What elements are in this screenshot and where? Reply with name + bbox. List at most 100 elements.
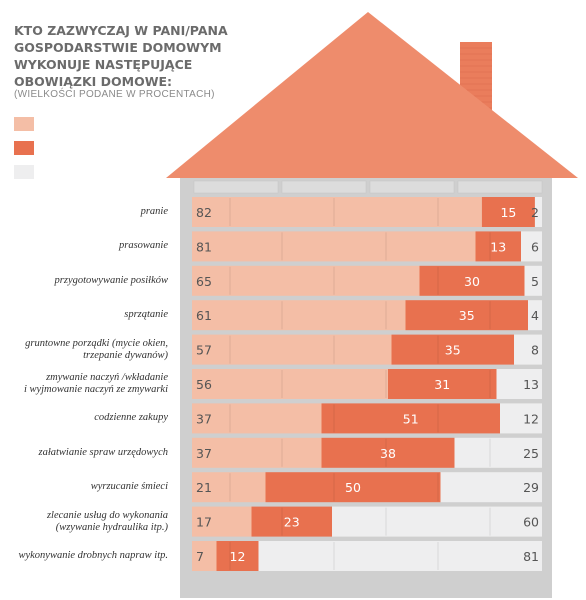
category-label-line: trzepanie dywanów): [83, 349, 168, 361]
category-label-line: zlecanie usług do wykonania: [46, 509, 168, 521]
chart-title: KTO ZAZWYCZAJ W PANI/PANA GOSPODARSTWIE …: [14, 22, 234, 90]
category-label-line: wyrzucanie śmieci: [90, 481, 168, 493]
bar-segment-3: [454, 437, 542, 468]
value-label-3: 25: [523, 446, 539, 461]
bar-segment-2: [251, 506, 332, 537]
category-label-line: sprzątanie: [124, 309, 168, 321]
bar-segment-1: [192, 506, 252, 537]
value-label-2: 31: [434, 377, 450, 392]
title-line: WYKONUJE NASTĘPUJĄCE: [14, 57, 193, 72]
value-label-1: 21: [196, 480, 212, 495]
bar-segment-3: [524, 265, 542, 296]
value-label-1: 17: [196, 515, 212, 530]
bar-segment-3: [521, 231, 542, 262]
value-label-3: 29: [523, 480, 539, 495]
category-label: codzienne zakupy: [0, 412, 168, 424]
value-label-3: 2: [531, 205, 539, 220]
bar-segment-3: [258, 541, 542, 571]
category-label-line: przygotowywanie posiłków: [54, 274, 168, 286]
wall-brick: [281, 180, 367, 194]
wall-brick: [457, 180, 543, 194]
value-label-3: 6: [531, 239, 539, 254]
category-label-line: prasowanie: [118, 240, 168, 252]
bar-segment-1: [192, 300, 406, 331]
category-label: zlecanie usług do wykonania (wzywanie hyd…: [0, 510, 168, 534]
chart-subtitle: (WIELKOŚCI PODANE W PROCENTACH): [14, 89, 215, 100]
bar-segment-3: [332, 506, 542, 537]
bar-segment-3: [514, 334, 542, 365]
value-label-1: 37: [196, 446, 212, 461]
value-label-2: 35: [459, 308, 475, 323]
bar-segment-1: [192, 197, 482, 227]
category-label: przygotowywanie posiłków: [0, 275, 168, 287]
title-line: GOSPODARSTWIE DOMOWYM: [14, 40, 222, 55]
bar-segment-1: [192, 369, 388, 399]
category-label-line: gruntowne porządki (mycie okien,: [25, 337, 168, 349]
category-label-line: i wyjmowanie naczyń ze zmywarki: [23, 384, 168, 395]
bar-segment-2: [216, 541, 259, 571]
category-label: sprzątanie: [0, 309, 168, 321]
bar-segment-1: [192, 334, 392, 365]
value-label-1: 37: [196, 411, 212, 426]
value-label-1: 65: [196, 274, 212, 289]
value-label-2: 30: [464, 274, 480, 289]
bar-segment-2: [475, 231, 521, 262]
value-label-3: 13: [523, 377, 539, 392]
category-label: wyrzucanie śmieci: [0, 481, 168, 493]
bar-segment-1: [192, 541, 217, 571]
wall-brick: [369, 180, 455, 194]
value-label-1: 57: [196, 343, 212, 358]
bar-segment-3: [500, 403, 542, 434]
bar-segment-2: [321, 437, 455, 468]
value-label-3: 12: [523, 411, 539, 426]
value-label-3: 5: [531, 274, 539, 289]
value-label-1: 61: [196, 308, 212, 323]
roof: [166, 12, 578, 178]
value-label-1: 82: [196, 205, 212, 220]
category-label: zmywanie naczyń /wkładanie i wyjmowanie n…: [0, 372, 168, 396]
bar-segment-2: [265, 472, 441, 503]
value-label-2: 12: [230, 549, 246, 564]
value-label-1: 7: [196, 549, 204, 564]
category-label-line: załatwianie spraw urzędowych: [38, 446, 168, 458]
value-label-2: 15: [500, 205, 516, 220]
category-label-line: pranie: [140, 206, 168, 217]
bar-segment-2: [388, 369, 497, 399]
bar-segment-1: [192, 437, 322, 468]
bar-segment-2: [481, 197, 535, 227]
bar-segment-3: [528, 300, 542, 331]
value-label-3: 60: [523, 515, 539, 530]
category-label: pranie: [0, 206, 168, 218]
bar-segment-1: [192, 472, 266, 503]
value-label-3: 4: [531, 308, 539, 323]
bar-segment-1: [192, 403, 322, 434]
bar-segment-3: [496, 369, 542, 399]
category-label-line: zmywanie naczyń /wkładanie: [46, 372, 168, 383]
value-label-2: 35: [445, 343, 461, 358]
value-label-1: 56: [196, 377, 212, 392]
category-label-line: codzienne zakupy: [94, 412, 168, 424]
bar-segment-2: [391, 334, 514, 365]
bar-segment-3: [440, 472, 542, 503]
value-label-2: 38: [380, 446, 396, 461]
category-label: gruntowne porządki (mycie okien, trzepani…: [0, 338, 168, 362]
legend-swatch-3: [14, 165, 34, 179]
legend-swatch-1: [14, 117, 34, 131]
value-label-2: 50: [345, 480, 361, 495]
title-line: KTO ZAZWYCZAJ W PANI/PANA: [14, 23, 228, 38]
bar-segment-1: [192, 265, 420, 296]
value-label-1: 81: [196, 239, 212, 254]
value-label-3: 81: [523, 549, 539, 564]
bar-segment-2: [419, 265, 525, 296]
bar-segment-1: [192, 231, 476, 262]
legend-swatch-2: [14, 141, 34, 155]
value-label-2: 13: [490, 239, 506, 254]
category-label: załatwianie spraw urzędowych: [0, 447, 168, 459]
category-label-line: (wzywanie hydraulika itp.): [55, 521, 168, 533]
bar-segment-3: [534, 197, 542, 227]
bar-segment-2: [321, 403, 500, 434]
value-label-3: 8: [531, 343, 539, 358]
value-label-2: 23: [284, 515, 300, 530]
category-label: prasowanie: [0, 240, 168, 252]
